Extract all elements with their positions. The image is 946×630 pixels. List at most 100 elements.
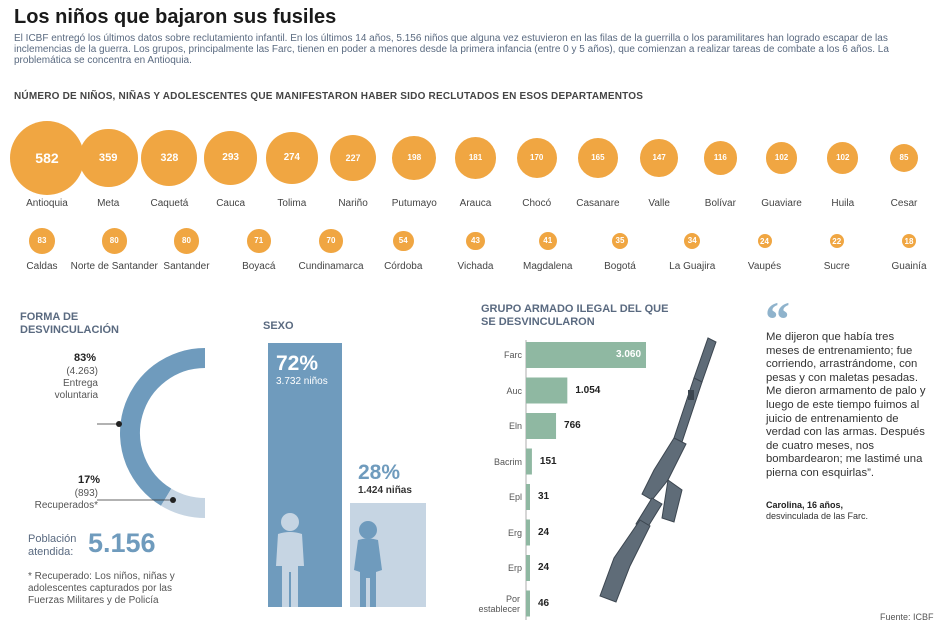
bubble-label-la-guajira: La Guajira — [669, 261, 716, 272]
bubble-label-chocó: Chocó — [522, 198, 552, 209]
bubble-la-guajira: 34 — [684, 232, 701, 250]
grupo-bar-farc — [526, 342, 646, 368]
grupo-bar-bacrim — [526, 448, 532, 475]
bubble-huila: 102 — [827, 142, 859, 174]
voluntaria-count: (4.263) — [66, 366, 98, 377]
grupo-category-label: Erg — [507, 527, 522, 538]
bubble-guainía: 18 — [902, 234, 916, 248]
bubble-boyacá: 71 — [246, 229, 271, 253]
ninos-label: 3.732 niños — [276, 376, 328, 387]
bubble-label-bolívar: Bolívar — [704, 198, 736, 209]
bubble-tolima: 274 — [266, 132, 318, 184]
bubble-label-santander: Santander — [163, 261, 210, 272]
grupo-bar-eln — [526, 413, 557, 439]
bubble-label-magdalena: Magdalena — [523, 261, 573, 272]
bubble-label-córdoba: Córdoba — [384, 261, 423, 272]
bubble-santander: 80 — [173, 228, 199, 254]
bubble-magdalena: 41 — [538, 232, 557, 250]
bubble-label-cundinamarca: Cundinamarca — [298, 261, 364, 272]
grupo-category-label: Bacrim — [493, 456, 522, 467]
poblacion-label: Población atendida: — [28, 533, 77, 558]
departments-heading: NÚMERO DE NIÑOS, NIÑAS Y ADOLESCENTES QU… — [14, 91, 644, 102]
bubble-vaupés: 24 — [757, 234, 772, 248]
voluntaria-label: Entrega voluntaria — [54, 378, 98, 401]
ninas-pct: 28% — [358, 461, 401, 484]
grupo-bar-erp — [526, 555, 530, 581]
arc-recuperados — [161, 488, 205, 518]
grupo-value-label: 766 — [564, 420, 581, 431]
bubble-valle: 147 — [640, 139, 678, 177]
bubble-arauca: 181 — [454, 137, 497, 179]
bubble-label-putumayo: Putumayo — [391, 198, 437, 209]
bubble-caldas: 83 — [29, 228, 55, 254]
bubble-label-antioquia: Antioquia — [26, 198, 68, 209]
bubble-label-bogotá: Bogotá — [604, 261, 636, 272]
grupo-bar-erg — [526, 519, 530, 546]
arc-voluntaria — [120, 348, 205, 506]
bubble-label-sucre: Sucre — [823, 261, 850, 272]
grupo-value-label: 151 — [539, 455, 557, 467]
bubble-label-cauca: Cauca — [216, 198, 246, 209]
recuperados-label: Recuperados* — [34, 500, 98, 511]
quote-author-detail: desvinculada de las Farc. — [766, 511, 869, 521]
bubble-label-norte-de-santander: Norte de Santander — [70, 261, 158, 272]
grupo-category-label: Auc — [506, 385, 522, 396]
forma-arc-chart — [97, 348, 205, 518]
girl-silhouette-icon — [354, 521, 382, 607]
grupo-value-label: 3.060 — [616, 349, 642, 360]
bubble-norte-de-santander: 80 — [101, 228, 127, 254]
boy-silhouette-icon — [276, 513, 304, 607]
rifle-icon — [599, 337, 717, 603]
bubble-sucre: 22 — [829, 234, 844, 248]
bubble-label-vaupés: Vaupés — [747, 261, 782, 272]
bubble-casanare: 165 — [578, 138, 618, 178]
poblacion-value: 5.156 — [88, 528, 156, 558]
grupo-category-label: Epl — [508, 492, 522, 502]
bubble-córdoba: 54 — [392, 230, 414, 252]
bubble-cauca: 293 — [204, 131, 258, 185]
bubble-label-boyacá: Boyacá — [242, 261, 276, 272]
grupo-category-label: Eln — [508, 421, 522, 431]
bubble-label-tolima: Tolima — [277, 198, 307, 209]
grupo-category-label: Por establecer — [478, 593, 520, 614]
recuperados-pct: 17% — [78, 474, 101, 486]
bubble-label-huila: Huila — [831, 198, 855, 209]
grupo-value-label: 46 — [538, 597, 550, 609]
grupo-value-label: 24 — [538, 526, 550, 538]
bubble-guaviare: 102 — [765, 142, 798, 174]
bubble-label-guainía: Guainía — [891, 261, 927, 272]
grupo-category-label: Erp — [507, 563, 522, 573]
bubble-label-cesar: Cesar — [890, 198, 918, 209]
bubble-vichada: 43 — [466, 231, 485, 251]
grupo-bar-auc — [526, 377, 568, 404]
bubble-cundinamarca: 70 — [319, 229, 343, 253]
quote-mark-icon: “ — [765, 291, 790, 347]
ninas-label: 1.424 niñas — [358, 485, 412, 496]
bubble-nariño: 227 — [329, 134, 377, 182]
grupo-value-label: 1.054 — [575, 384, 601, 396]
bubble-label-casanare: Casanare — [576, 198, 620, 209]
forma-heading: FORMA DE DESVINCULACIÓN — [20, 311, 120, 336]
grupo-heading: GRUPO ARMADO ILEGAL DEL QUE SE DESVINCUL… — [481, 303, 669, 328]
quote-author: Carolina, 16 años, — [766, 500, 844, 510]
voluntaria-pct: 83% — [74, 352, 97, 364]
bubble-label-nariño: Nariño — [338, 198, 368, 209]
source-note: Fuente: ICBF — [880, 612, 934, 622]
bubble-bolívar: 116 — [703, 141, 738, 175]
departments-bubble-chart: 582 Antioquia 359 Meta 328 Caquetá 293 Cauca 274… — [0, 0, 946, 300]
bubble-putumayo: 198 — [392, 136, 437, 180]
bubble-label-caldas: Caldas — [26, 261, 58, 272]
grupo-value-label: 31 — [538, 491, 550, 502]
bubble-meta: 359 — [78, 128, 138, 188]
grupo-value-label: 24 — [538, 562, 550, 573]
recuperado-footnote: * Recuperado: Los niños, niñas y adolesc… — [28, 571, 175, 606]
bubble-chocó: 170 — [516, 137, 557, 179]
bubble-cesar: 85 — [889, 143, 919, 173]
sexo-heading: SEXO — [263, 320, 294, 332]
grupo-bar-por-establecer — [526, 590, 530, 617]
ninos-pct: 72% — [276, 352, 319, 375]
bubble-bogotá: 35 — [611, 232, 629, 250]
grupo-category-label: Farc — [504, 350, 522, 360]
bubble-label-vichada: Vichada — [457, 261, 494, 272]
grupo-bar-epl — [526, 484, 530, 510]
